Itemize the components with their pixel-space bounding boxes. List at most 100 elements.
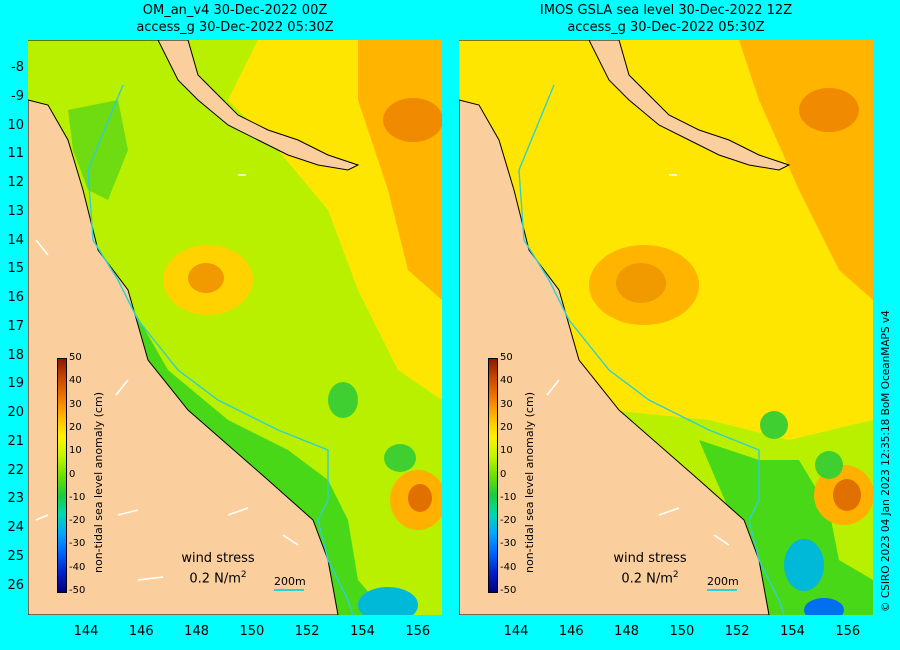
colorbar-tick-label: 30 xyxy=(69,398,82,410)
colorbar-tick-label: -20 xyxy=(69,515,86,527)
y-tick-label: 26 xyxy=(7,577,24,593)
colorbar-tick-label: -10 xyxy=(69,491,86,503)
scale-bar-label: 200m xyxy=(274,575,306,588)
x-tick-label: 156 xyxy=(405,624,431,639)
colorbar-tick-label: -30 xyxy=(69,538,86,550)
wind-stress-legend-right: wind stress 0.2 N/m2 xyxy=(590,551,710,587)
x-tick-label: 148 xyxy=(184,624,209,639)
anomaly-center-west-core xyxy=(616,263,666,303)
left-map-panel[interactable] xyxy=(28,40,442,615)
x-tick-label: 150 xyxy=(239,624,265,639)
scale-bar-label: 200m xyxy=(707,575,739,588)
colorbar-tick-label: 40 xyxy=(69,375,82,387)
x-tick-label: 156 xyxy=(835,624,861,639)
anomaly-se-core xyxy=(408,484,432,512)
y-tick-label: 14 xyxy=(7,232,24,248)
colorbar-title: non-tidal sea level anomaly (cm) xyxy=(523,392,536,573)
wind-stress-value: 0.2 N/m2 xyxy=(189,570,247,587)
anomaly-se-core xyxy=(833,479,861,511)
y-tick-label: 15 xyxy=(7,261,24,277)
wind-stress-legend-left: wind stress 0.2 N/m2 xyxy=(158,551,278,587)
scale-bar-left: 200m xyxy=(274,575,306,591)
anomaly-blue-se xyxy=(784,539,824,591)
colorbar-tick-label: 20 xyxy=(500,421,513,433)
left-map-graphic xyxy=(28,40,442,615)
right-map-panel[interactable] xyxy=(459,40,873,615)
y-tick-label: 10 xyxy=(7,117,24,133)
anomaly-blue-se xyxy=(358,587,418,615)
anomaly-center-west-core xyxy=(188,263,224,293)
anomaly-neg-1 xyxy=(760,411,788,439)
x-tick-label: 150 xyxy=(669,624,695,639)
anomaly-neg-2 xyxy=(384,444,416,472)
x-tick-label: 146 xyxy=(558,624,584,639)
colorbar-tick-label: -50 xyxy=(69,585,86,596)
y-tick-label: -9 xyxy=(11,88,24,104)
colorbar-tick-label: 50 xyxy=(500,352,513,363)
left-title-line1: OM_an_v4 30-Dec-2022 00Z xyxy=(142,3,328,18)
right-title-line2: access_g 30-Dec-2022 05:30Z xyxy=(567,20,765,35)
y-tick-label: 23 xyxy=(7,491,24,507)
anomaly-neg-2 xyxy=(815,451,843,479)
wind-arrows xyxy=(35,174,299,581)
x-tick-label: 148 xyxy=(614,624,639,639)
x-tick-label: 154 xyxy=(350,624,375,639)
colorbar-tick-label: -40 xyxy=(69,561,86,573)
y-tick-label: 24 xyxy=(7,520,24,535)
left-panel-title: OM_an_v4 30-Dec-2022 00Z access_g 30-Dec… xyxy=(28,2,442,36)
colorbar-tick-label: 20 xyxy=(69,421,82,433)
x-tick-label: 146 xyxy=(128,624,154,639)
mainland-australia xyxy=(28,99,339,615)
anomaly-negative-coast xyxy=(699,440,873,615)
credit-text: © CSIRO 2023 04 Jan 2023 12:35:18 BoM Oc… xyxy=(880,310,892,612)
colorbar-tick-label: 0 xyxy=(69,468,76,480)
y-tick-label: 16 xyxy=(7,290,24,305)
y-tick-label: 13 xyxy=(7,203,24,219)
mainland-australia xyxy=(459,99,770,615)
left-title-line2: access_g 30-Dec-2022 05:30Z xyxy=(136,20,334,35)
y-tick-label: 21 xyxy=(7,433,24,449)
reef-contour xyxy=(87,84,354,615)
right-panel-title: IMOS GSLA sea level 30-Dec-2022 12Z acce… xyxy=(459,2,873,36)
colorbar-tick-label: 40 xyxy=(500,375,513,387)
wind-stress-label: wind stress xyxy=(181,551,255,566)
x-tick-label: 152 xyxy=(724,624,750,639)
colorbar-tick-label: -20 xyxy=(500,515,517,527)
papua-coast xyxy=(28,40,360,171)
colorbar-tick-label: -40 xyxy=(500,561,517,573)
y-tick-label: 11 xyxy=(7,146,24,162)
papua-coast xyxy=(459,40,791,171)
x-tick-label: 152 xyxy=(294,624,320,639)
colorbar-tick-label: 0 xyxy=(500,468,507,480)
colorbar-tick-label: -10 xyxy=(500,491,517,503)
wind-stress-label: wind stress xyxy=(613,551,687,566)
y-tick-label: 20 xyxy=(7,405,24,420)
y-tick-label: 12 xyxy=(7,175,24,190)
colorbar-tick-label: 30 xyxy=(500,398,513,410)
anomaly-max-ne xyxy=(383,98,442,142)
x-tick-label: 154 xyxy=(780,624,805,639)
scale-bar-right: 200m xyxy=(707,575,739,591)
colorbar-title: non-tidal sea level anomaly (cm) xyxy=(92,392,105,573)
y-tick-label: 22 xyxy=(7,462,24,478)
colorbar-tick-label: -50 xyxy=(500,585,517,596)
anomaly-blue-se-2 xyxy=(804,598,844,615)
colorbar-tick-label: -30 xyxy=(500,538,517,550)
y-tick-label: 19 xyxy=(7,376,24,392)
colorbar-gradient xyxy=(57,358,67,593)
x-tick-label: 144 xyxy=(73,624,99,639)
reef-contour xyxy=(518,84,785,615)
anomaly-negative-north xyxy=(68,100,128,200)
scale-bar-line xyxy=(274,589,304,591)
y-tick-label: 17 xyxy=(7,318,24,334)
right-map-graphic xyxy=(459,40,873,615)
colorbar-tick-label: 10 xyxy=(69,445,82,457)
x-tick-label: 144 xyxy=(503,624,529,639)
anomaly-max-ne xyxy=(799,88,859,132)
anomaly-negative-coast xyxy=(128,300,388,615)
y-tick-label: 18 xyxy=(7,347,24,363)
colorbar-gradient xyxy=(488,358,498,593)
anomaly-neg-1 xyxy=(328,382,358,418)
colorbar-tick-label: 10 xyxy=(500,445,513,457)
colorbar-tick-label: 50 xyxy=(69,352,82,363)
